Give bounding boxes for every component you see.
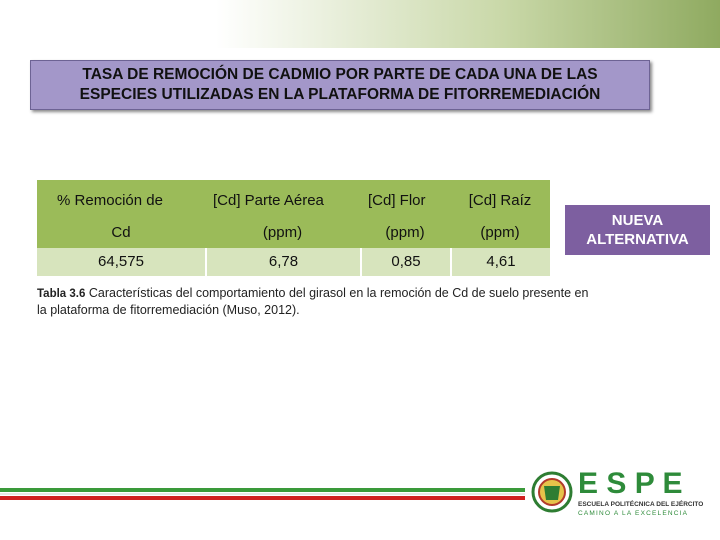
data-cell: 0,85 <box>360 248 450 276</box>
data-cell: 6,78 <box>205 248 360 276</box>
title-box: TASA DE REMOCIÓN DE CADMIO POR PARTE DE … <box>30 60 650 110</box>
header-cell: % Remoción de Cd <box>37 180 205 248</box>
header-text: (ppm) <box>480 224 520 241</box>
header-cell: [Cd] Raíz (ppm) <box>450 180 550 248</box>
caption-label: Tabla 3.6 <box>37 288 86 300</box>
data-cell: 4,61 <box>450 248 550 276</box>
header-cell: [Cd] Flor (ppm) <box>360 180 450 248</box>
logo-name: E S P E <box>578 467 683 500</box>
logo-emblem <box>531 471 573 513</box>
header-text: [Cd] Raíz <box>468 192 532 209</box>
header-text: [Cd] Parte Aérea <box>213 192 324 209</box>
title-line: ESPECIES UTILIZADAS EN LA PLATAFORMA DE … <box>79 86 601 103</box>
stripe <box>0 493 525 495</box>
header-text: (ppm) <box>262 224 303 241</box>
footer: E S P E ESCUELA POLITÉCNICA DEL EJÉRCITO… <box>0 467 703 517</box>
badge-line: NUEVA <box>611 212 664 229</box>
header-text: % Remoción de <box>57 192 163 209</box>
badge-line: ALTERNATIVA <box>586 231 689 248</box>
header-text: [Cd] Flor <box>368 192 426 209</box>
badge: NUEVA ALTERNATIVA <box>565 205 710 255</box>
caption-text: Características del comportamiento del g… <box>37 286 589 317</box>
caption: Tabla 3.6 Características del comportami… <box>37 285 597 318</box>
title-line: TASA DE REMOCIÓN DE CADMIO POR PARTE DE … <box>82 66 598 83</box>
table: % Remoción de Cd [Cd] Parte Aérea (ppm) … <box>37 180 550 276</box>
logo-motto: CAMINO A LA EXCELENCIA <box>578 510 688 517</box>
header-text: (ppm) <box>385 224 425 241</box>
header-band <box>0 0 720 48</box>
header-cell: [Cd] Parte Aérea (ppm) <box>205 180 360 248</box>
header-text: Cd <box>111 224 131 241</box>
data-cell: 64,575 <box>37 248 205 276</box>
logo-subtitle: ESCUELA POLITÉCNICA DEL EJÉRCITO <box>578 499 703 508</box>
stripe <box>0 496 525 500</box>
stripe <box>0 488 525 492</box>
